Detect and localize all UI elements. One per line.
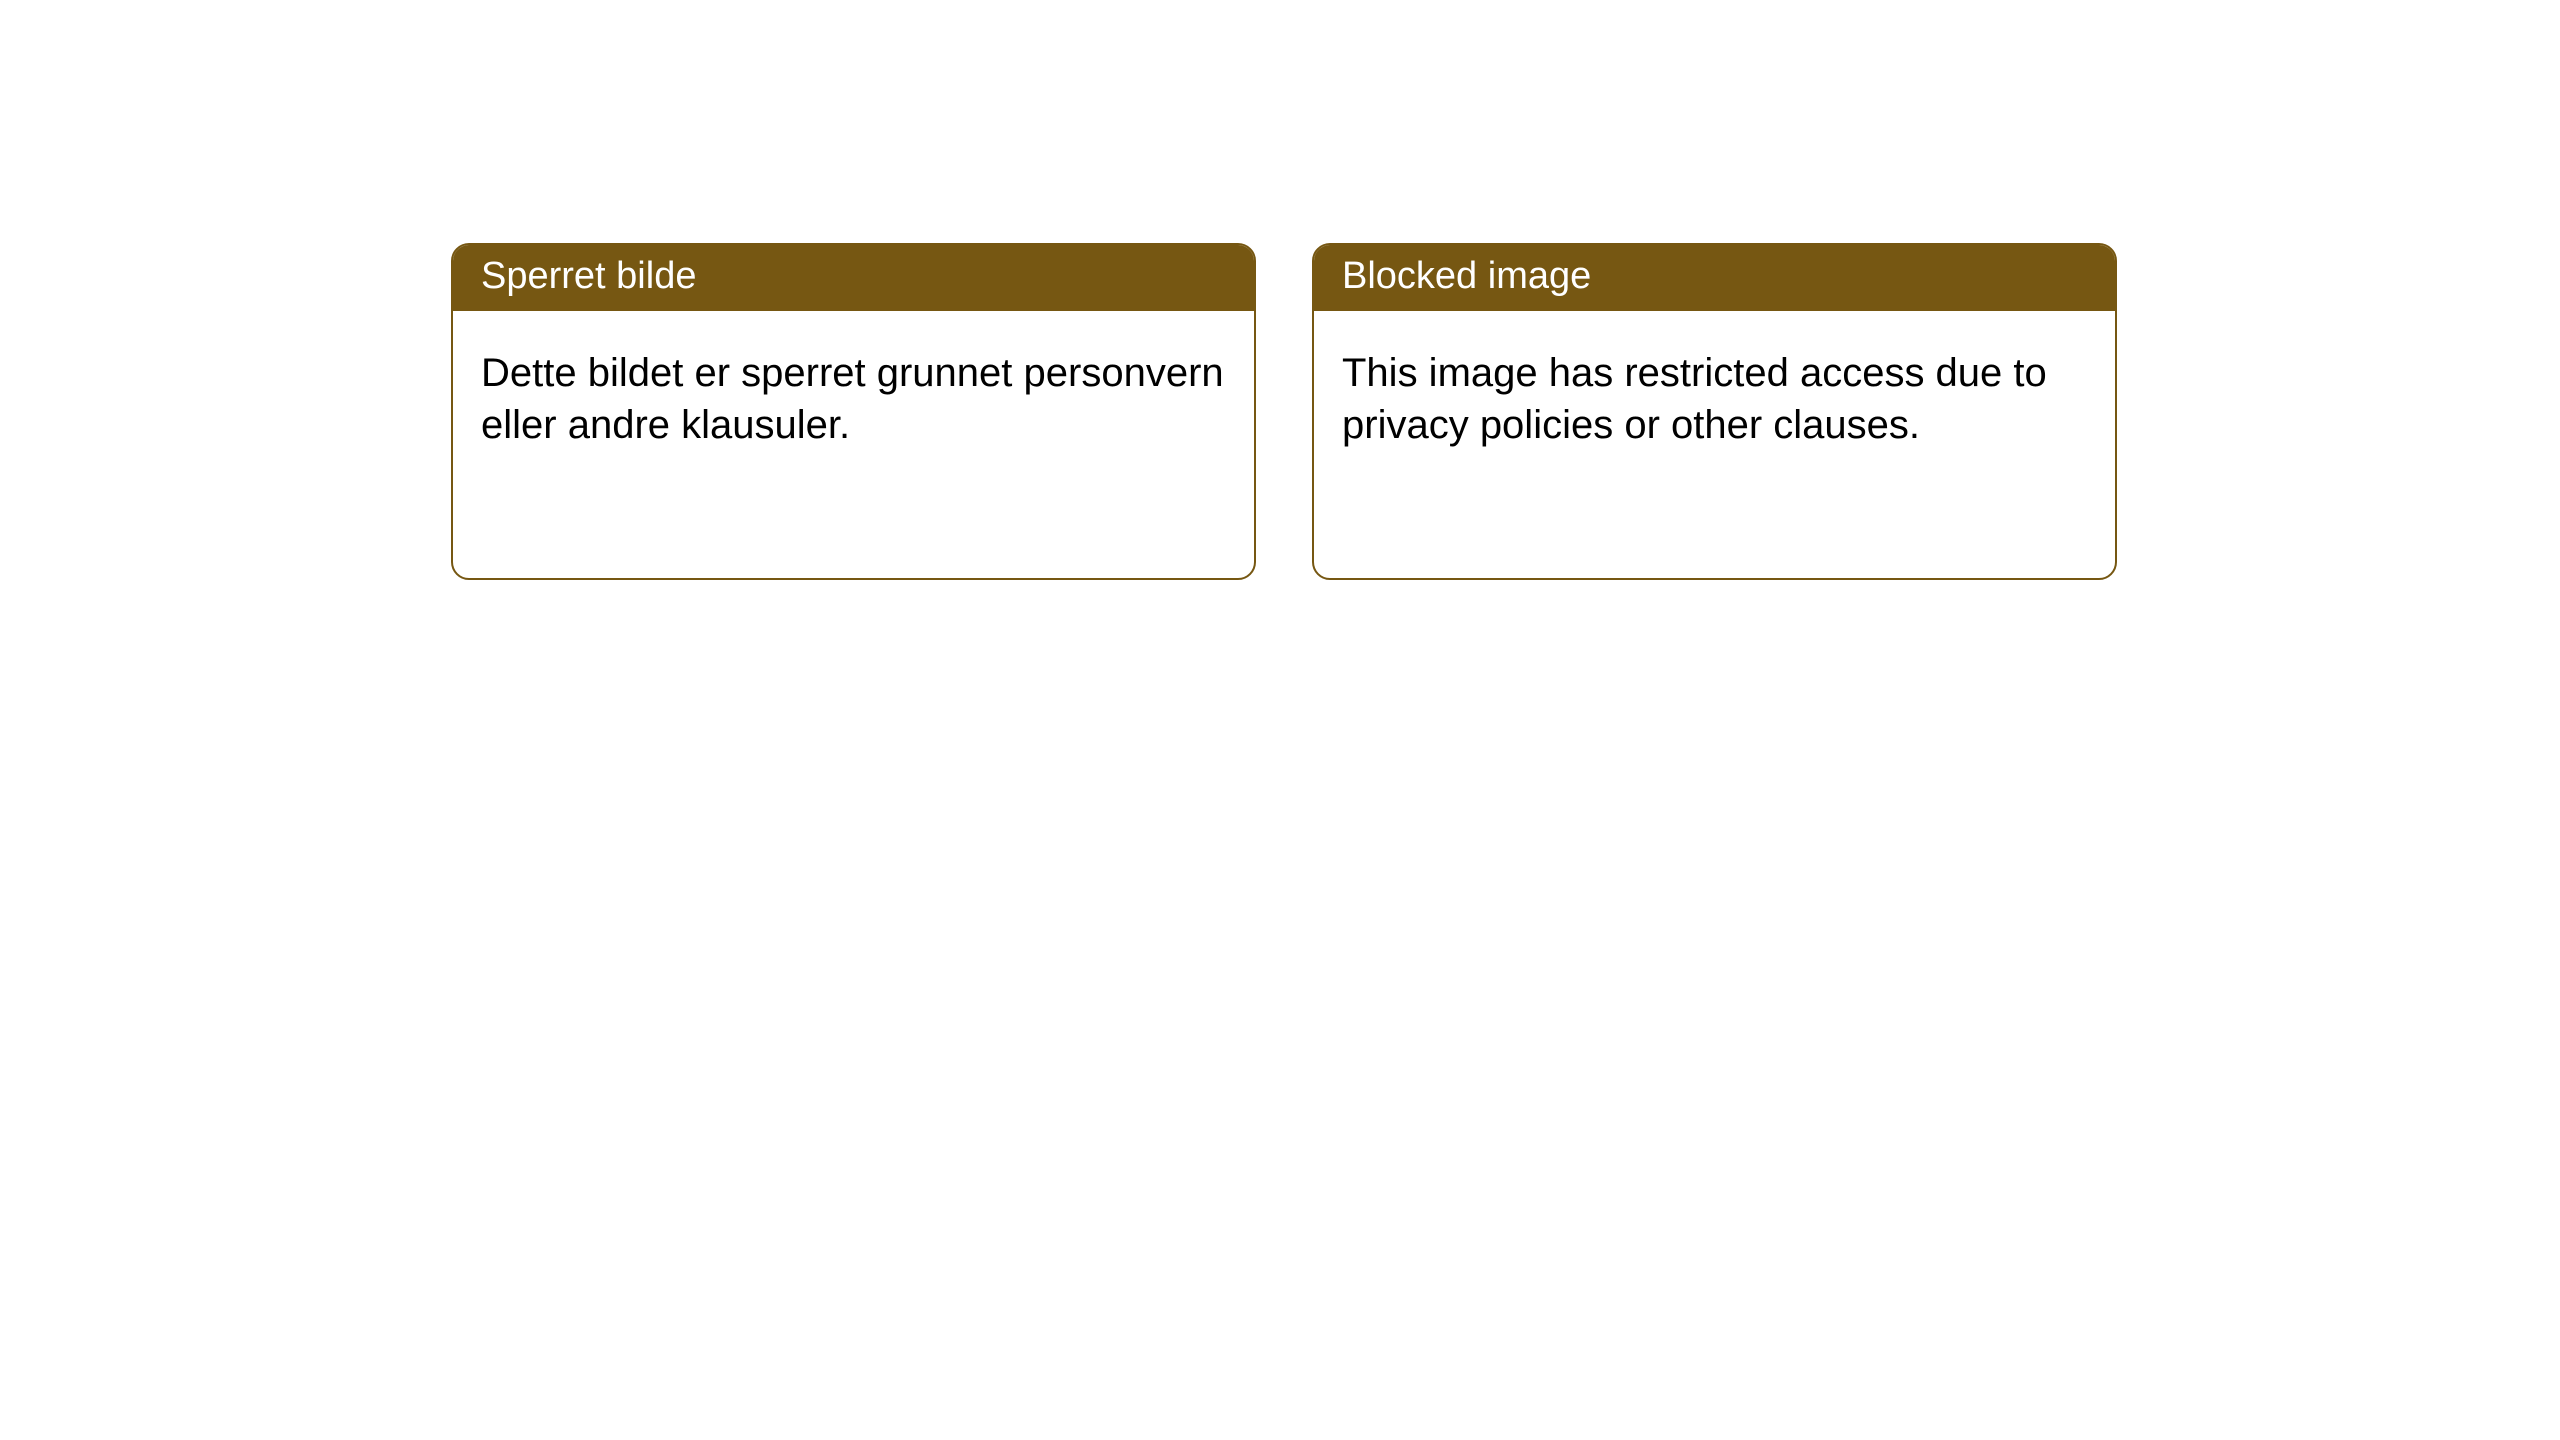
notice-box-english: Blocked image This image has restricted … — [1312, 243, 2117, 580]
notice-container: Sperret bilde Dette bildet er sperret gr… — [0, 0, 2560, 580]
notice-box-norwegian: Sperret bilde Dette bildet er sperret gr… — [451, 243, 1256, 580]
notice-title: Blocked image — [1342, 255, 1591, 297]
notice-header: Blocked image — [1314, 245, 2115, 311]
notice-body-text: Dette bildet er sperret grunnet personve… — [481, 351, 1224, 448]
notice-title: Sperret bilde — [481, 255, 696, 297]
notice-body: This image has restricted access due to … — [1314, 311, 2115, 481]
notice-header: Sperret bilde — [453, 245, 1254, 311]
notice-body: Dette bildet er sperret grunnet personve… — [453, 311, 1254, 481]
notice-body-text: This image has restricted access due to … — [1342, 351, 2047, 448]
